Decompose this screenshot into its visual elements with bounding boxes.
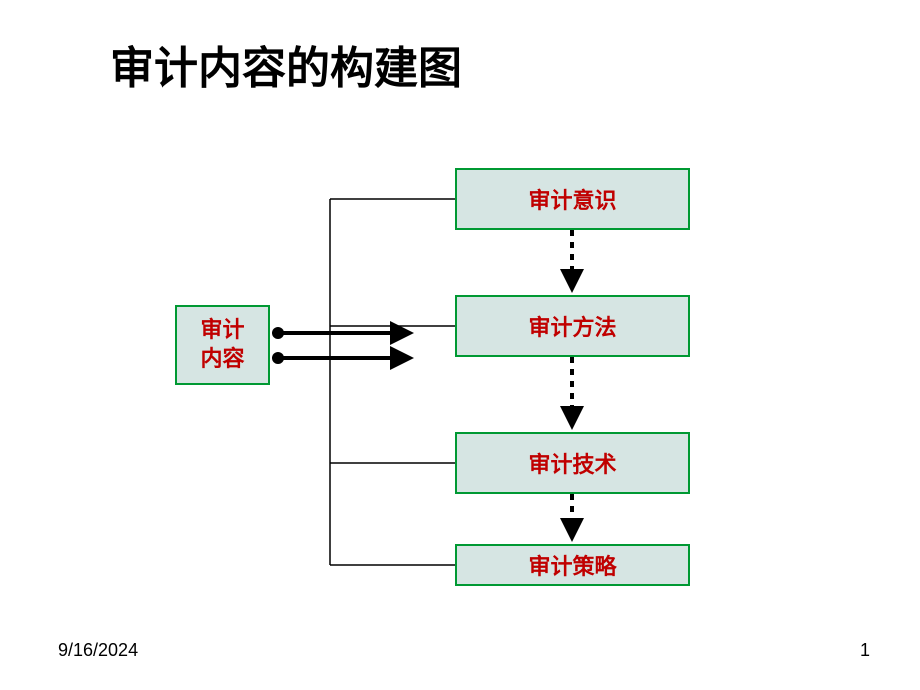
- slide-title-text: 审计内容的构建图: [110, 44, 462, 93]
- child-box-1-label: 审计方法: [528, 310, 616, 342]
- bracket-lines: [330, 199, 455, 565]
- child-box-2-label: 审计技术: [528, 447, 616, 479]
- footer-date: 9/16/2024: [58, 640, 138, 661]
- child-box-2: 审计技术: [455, 432, 690, 494]
- child-box-0-label: 审计意识: [528, 183, 616, 215]
- footer-page: 1: [860, 640, 870, 661]
- root-box-line1: 审计: [200, 317, 244, 342]
- footer-page-text: 1: [860, 640, 870, 660]
- child-box-0: 审计意识: [455, 168, 690, 230]
- root-box-content: 审计 内容: [200, 316, 244, 373]
- root-box-line2: 内容: [200, 346, 244, 371]
- child-box-1: 审计方法: [455, 295, 690, 357]
- footer-date-text: 9/16/2024: [58, 640, 138, 660]
- slide-title: 审计内容的构建图: [110, 32, 462, 96]
- child-box-3: 审计策略: [455, 544, 690, 586]
- child-box-3-label: 审计策略: [528, 549, 616, 581]
- root-box: 审计 内容: [175, 305, 270, 385]
- solid-arrows: [272, 327, 410, 364]
